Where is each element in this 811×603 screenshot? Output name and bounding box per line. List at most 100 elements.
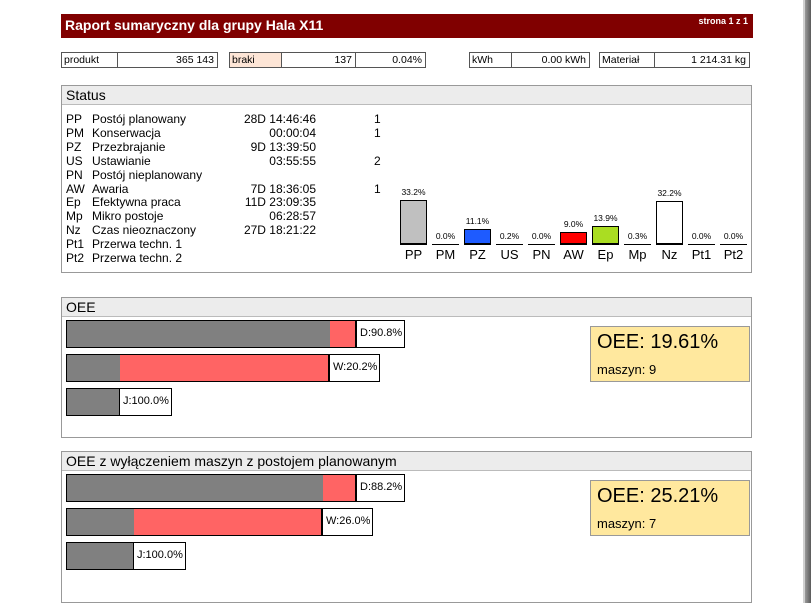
- oee2-summary-box: OEE: 25.21% maszyn: 7: [590, 480, 750, 536]
- status-time: 27D 18:21:22: [243, 223, 316, 238]
- chart-baseline: [400, 244, 427, 245]
- oee-bar: [66, 542, 134, 570]
- chart-data-label: 0.0%: [723, 231, 744, 241]
- chart-baseline: [720, 244, 747, 245]
- chart-category-label: US: [500, 247, 519, 262]
- status-name: Konserwacja: [92, 125, 161, 140]
- oee-bar: [66, 354, 329, 382]
- chart-data-label: 32.2%: [657, 188, 682, 198]
- oee-summary-box: OEE: 19.61% maszyn: 9: [590, 326, 750, 382]
- status-row: Pt1 Przerwa techn. 1: [66, 237, 386, 251]
- chart-baseline: [656, 244, 683, 245]
- chart-baseline: [592, 244, 619, 245]
- chart-bar: [560, 232, 587, 244]
- report-title: Raport sumaryczny dla grupy Hala X11: [65, 17, 324, 33]
- status-name: Mikro postoje: [92, 209, 164, 224]
- chart-data-label: 0.0%: [691, 231, 712, 241]
- chart-data-label: 0.2%: [499, 231, 520, 241]
- status-code: PP: [66, 112, 83, 126]
- chart-bar: [656, 201, 683, 244]
- chart-category-label: PN: [532, 247, 551, 262]
- kpi-braki-label: braki: [230, 53, 282, 67]
- kpi-produkt-value: 365 143: [176, 54, 214, 66]
- chart-bar: [464, 229, 491, 244]
- chart-baseline: [688, 244, 715, 245]
- window-edge-light: [803, 0, 805, 603]
- oee-bar-fill: [67, 355, 120, 381]
- chart-category-label: PP: [404, 247, 423, 262]
- chart-category-label: Ep: [597, 247, 614, 262]
- oee-bar-label: J:100.0%: [133, 542, 186, 570]
- chart-category-label: PZ: [469, 247, 486, 262]
- oee-bar: [66, 388, 120, 416]
- status-time: 9D 13:39:50: [250, 139, 316, 154]
- status-code: AW: [66, 181, 85, 196]
- chart-baseline: [560, 244, 587, 245]
- status-time: 03:55:55: [269, 153, 316, 168]
- page-indicator: strona 1 z 1: [698, 16, 748, 26]
- chart-baseline: [496, 244, 523, 245]
- kpi-braki: braki 137 0.04%: [229, 52, 426, 68]
- status-name: Przezbrajanie: [92, 139, 166, 154]
- oee-section-title: OEE: [62, 298, 751, 317]
- chart-data-label: 33.2%: [401, 187, 426, 197]
- status-name: Postój planowany: [92, 112, 187, 126]
- chart-baseline: [432, 244, 459, 245]
- status-row: PP Postój planowany 28D 14:46:46 1: [66, 112, 386, 126]
- chart-data-label: 0.0%: [435, 231, 456, 241]
- chart-baseline: [464, 244, 491, 245]
- oee-section: OEE D:90.8% W:20.2% J:100.0% OEE: 19.61% m…: [61, 297, 752, 438]
- status-row: PM Konserwacja 00:00:04 1: [66, 126, 386, 140]
- kpi-produkt-label: produkt: [62, 53, 118, 67]
- chart-data-label: 0.0%: [531, 231, 552, 241]
- status-row: Pt2 Przerwa techn. 2: [66, 251, 386, 265]
- kpi-material: Materiał 1 214.31 kg: [599, 52, 750, 68]
- kpi-braki-percent: 0.04%: [355, 53, 425, 67]
- kpi-braki-value: 137: [334, 54, 352, 66]
- status-name: Efektywna praca: [92, 195, 181, 210]
- status-name: Czas nieoznaczony: [92, 223, 197, 238]
- chart-data-label: 9.0%: [563, 219, 584, 229]
- status-time: 00:00:04: [269, 125, 316, 140]
- chart-data-label: 11.1%: [465, 216, 490, 226]
- oee-bar-label: D:88.2%: [356, 474, 406, 502]
- status-code: Ep: [66, 195, 81, 210]
- oee2-summary-machines: maszyn: 7: [597, 516, 657, 531]
- kpi-kwh-label: kWh: [470, 53, 512, 67]
- chart-baseline: [624, 244, 651, 245]
- status-section: Status PP Postój planowany 28D 14:46:46 1 PM…: [61, 85, 752, 273]
- status-code: Mp: [66, 209, 83, 224]
- status-code: Nz: [66, 223, 81, 238]
- window-edge: [805, 0, 811, 603]
- chart-bar: [592, 226, 619, 244]
- chart-data-label: 13.9%: [593, 213, 618, 223]
- status-code: PM: [66, 125, 84, 140]
- status-count: 1: [374, 125, 381, 140]
- status-section-title: Status: [62, 86, 751, 105]
- chart-category-label: Pt1: [691, 247, 712, 262]
- status-code: Pt2: [66, 251, 85, 265]
- status-name: Ustawianie: [92, 153, 151, 168]
- status-name: Przerwa techn. 2: [92, 251, 183, 265]
- status-code: US: [66, 153, 83, 168]
- chart-data-label: 0.3%: [627, 231, 648, 241]
- oee-bar-fill: [67, 543, 134, 569]
- oee-bar-label: W:20.2%: [329, 354, 381, 382]
- status-row: US Ustawianie 03:55:55 2: [66, 154, 386, 168]
- status-count: 1: [374, 181, 381, 196]
- oee2-section: OEE z wyłączeniem maszyn z postojem plan…: [61, 451, 752, 603]
- oee2-summary-value: OEE: 25.21%: [597, 485, 719, 507]
- status-row: Ep Efektywna praca 11D 23:09:35: [66, 195, 386, 209]
- status-time: 11D 23:09:35: [244, 195, 316, 210]
- status-time: 06:28:57: [269, 209, 316, 224]
- status-code: PN: [66, 167, 83, 182]
- kpi-material-value: 1 214.31 kg: [691, 54, 746, 66]
- kpi-produkt: produkt 365 143: [61, 52, 218, 68]
- status-count: 2: [374, 153, 381, 168]
- oee-bar: [66, 474, 356, 502]
- oee-bar: [66, 508, 322, 536]
- status-row: PZ Przezbrajanie 9D 13:39:50: [66, 140, 386, 154]
- oee2-section-title: OEE z wyłączeniem maszyn z postojem plan…: [62, 452, 751, 471]
- kpi-kwh-value: 0.00 kWh: [541, 54, 586, 66]
- chart-category-label: Pt2: [723, 247, 744, 262]
